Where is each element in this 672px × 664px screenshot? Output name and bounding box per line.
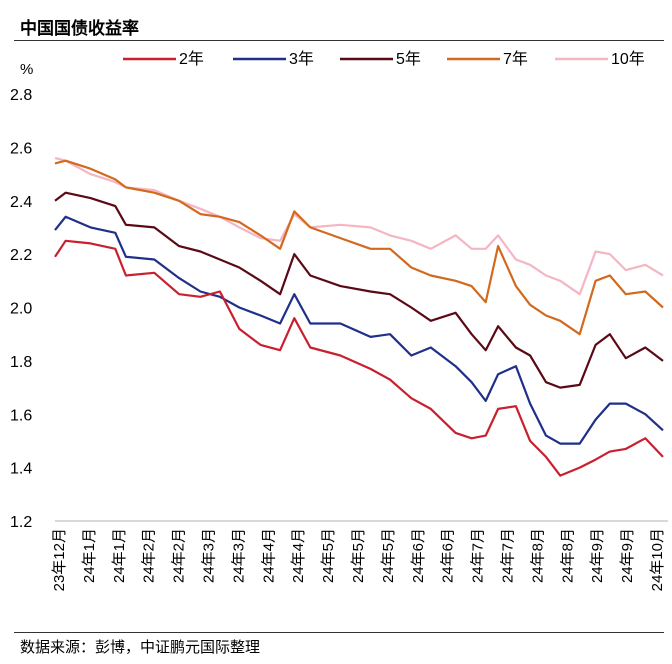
x-tick-label: 24年6月 bbox=[410, 528, 427, 583]
x-tick-label: 24年4月 bbox=[260, 528, 277, 583]
y-tick-label: 1.2 bbox=[10, 514, 32, 531]
x-tick-label: 24年6月 bbox=[440, 528, 457, 583]
y-unit-label: % bbox=[20, 61, 33, 78]
y-tick-label: 2.2 bbox=[10, 247, 32, 264]
data-source: 数据来源：彭博，中证鹏元国际整理 bbox=[20, 639, 261, 656]
source-divider bbox=[14, 632, 664, 633]
x-tick-label: 24年5月 bbox=[380, 528, 397, 583]
y-tick-label: 1.6 bbox=[10, 407, 32, 424]
x-tick-label: 24年1月 bbox=[81, 528, 98, 583]
y-tick-label: 2.0 bbox=[10, 301, 32, 318]
x-tick-label: 24年2月 bbox=[141, 528, 158, 583]
series-line-3年 bbox=[54, 215, 664, 445]
x-tick-label: 24年5月 bbox=[350, 528, 367, 583]
x-tick-label: 24年9月 bbox=[619, 528, 636, 583]
legend-label: 7年 bbox=[503, 50, 528, 68]
x-tick-label: 24年9月 bbox=[589, 528, 606, 583]
x-tick-label: 24年2月 bbox=[171, 528, 188, 583]
y-tick-label: 2.8 bbox=[10, 87, 32, 104]
legend-label: 2年 bbox=[179, 50, 204, 68]
x-tick-label: 24年4月 bbox=[290, 528, 307, 583]
series-line-5年 bbox=[54, 191, 664, 389]
x-tick-label: 24年1月 bbox=[111, 528, 128, 583]
title-divider bbox=[14, 40, 664, 41]
legend-label: 10年 bbox=[611, 50, 645, 68]
chart-title: 中国国债收益率 bbox=[20, 19, 139, 38]
y-tick-label: 1.8 bbox=[10, 354, 32, 371]
x-tick-label: 24年8月 bbox=[529, 528, 546, 583]
x-tick-label: 24年3月 bbox=[201, 528, 218, 583]
x-tick-label: 24年3月 bbox=[230, 528, 247, 583]
y-tick-label: 1.4 bbox=[10, 461, 32, 478]
y-tick-label: 2.4 bbox=[10, 194, 32, 211]
legend-label: 3年 bbox=[289, 50, 314, 68]
x-tick-label: 23年12月 bbox=[51, 528, 68, 591]
x-tick-label: 24年8月 bbox=[559, 528, 576, 583]
x-tick-label: 24年10月 bbox=[649, 528, 666, 591]
series-line-10年 bbox=[54, 156, 664, 296]
x-tick-label: 24年7月 bbox=[500, 528, 517, 583]
legend-label: 5年 bbox=[396, 50, 421, 68]
series-line-7年 bbox=[54, 159, 664, 336]
series-line-2年 bbox=[54, 239, 664, 477]
y-tick-label: 2.6 bbox=[10, 140, 32, 157]
x-tick-label: 24年7月 bbox=[470, 528, 487, 583]
x-tick-label: 24年5月 bbox=[320, 528, 337, 583]
